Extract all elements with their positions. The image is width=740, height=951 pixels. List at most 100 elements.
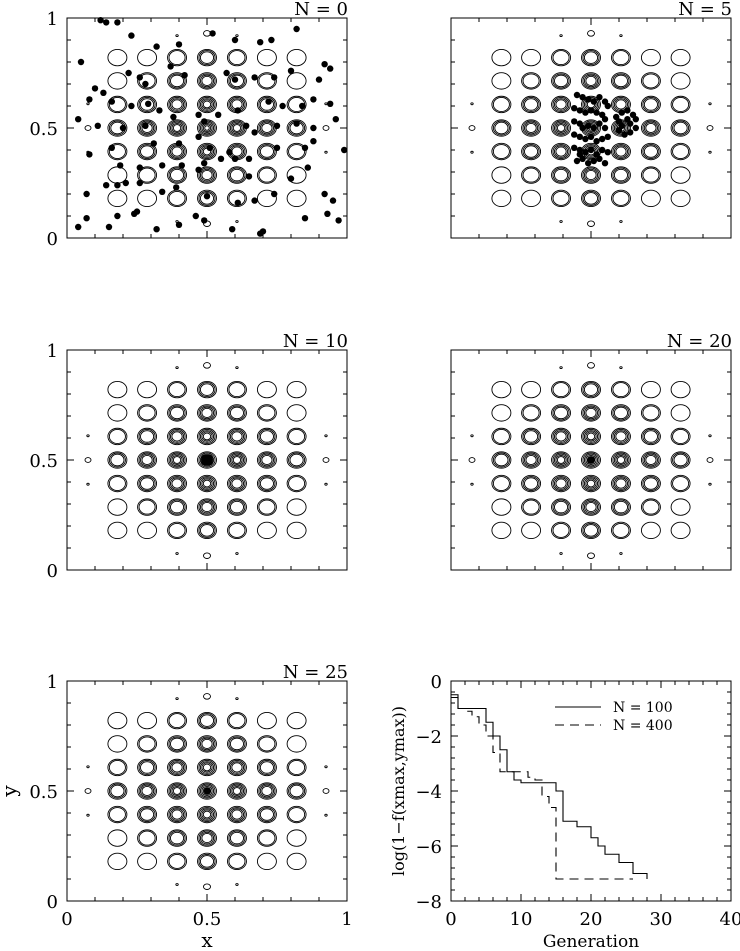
contour-ring (491, 142, 512, 161)
contour-ring (107, 189, 128, 208)
contour-ring (521, 119, 542, 137)
contour-ring (581, 166, 601, 184)
contour-ring (286, 474, 307, 493)
contour-ring (640, 404, 661, 422)
contour-ring (201, 75, 213, 86)
contour-ring (228, 405, 246, 421)
contour-ring (585, 502, 597, 513)
contour-ring (492, 144, 510, 159)
data-point (586, 457, 594, 464)
contour-ring (228, 499, 246, 515)
contour-ring (491, 189, 512, 208)
contour-ring (202, 479, 212, 488)
contour-ring (643, 430, 658, 443)
contour-ring (552, 429, 570, 444)
contour-ring-outer (324, 765, 328, 769)
contour-ring (552, 476, 570, 491)
data-point (122, 179, 129, 187)
x-axis-label: x (201, 928, 213, 951)
contour-ring (197, 474, 217, 493)
contour-ring (670, 380, 691, 399)
contour-ring (522, 144, 540, 159)
contour-ring (197, 404, 217, 422)
contour-ring (611, 189, 631, 208)
contour-ring (521, 427, 542, 446)
contour-ring (256, 142, 277, 161)
data-point (615, 127, 623, 134)
contour-ring (582, 382, 600, 398)
contour-ring (551, 48, 571, 67)
contour-ring (138, 736, 156, 752)
contour-ring-outer (84, 125, 92, 131)
contour-ring-outer (470, 150, 474, 154)
contour-ring (521, 142, 542, 161)
data-point (287, 175, 295, 182)
contour-ring (198, 167, 216, 183)
data-point (170, 113, 177, 121)
contour-ring (612, 499, 630, 515)
contour-ring (167, 166, 187, 184)
contour-ring (286, 142, 307, 161)
contour-ring (494, 121, 509, 135)
contour-ring (198, 50, 216, 66)
contour-ring (227, 852, 247, 871)
data-point (271, 190, 278, 198)
contour-ring (171, 785, 183, 797)
contour-ring (202, 763, 212, 772)
contour-ring (228, 783, 246, 799)
contour-ring (261, 122, 273, 134)
data-point (133, 208, 141, 215)
contour-ring (168, 405, 186, 421)
contour-ring (552, 382, 570, 398)
contour-ring (258, 405, 276, 421)
contour-ring (556, 456, 566, 464)
data-point (265, 98, 272, 105)
y-tick-label: 0.5 (29, 782, 58, 803)
contour-ring (227, 498, 247, 516)
contour-ring (286, 404, 307, 422)
contour-ring (640, 474, 661, 493)
contour-ring (612, 429, 630, 444)
contour-ring (615, 431, 627, 442)
data-point (621, 131, 628, 138)
contour-ring (525, 122, 537, 134)
contour-ring (138, 830, 156, 846)
contour-ring (256, 166, 277, 184)
data-point (136, 74, 143, 81)
contour-ring (171, 431, 183, 442)
contour-ring (258, 429, 276, 444)
contour-ring-outer (587, 220, 595, 227)
contour-ring (197, 48, 217, 67)
data-point (136, 164, 143, 171)
contour-ring (286, 498, 307, 516)
contour-ring (581, 404, 601, 422)
data-point (181, 72, 188, 79)
contour-ring (198, 736, 216, 752)
data-point (195, 133, 202, 140)
data-point (624, 107, 631, 114)
x-tick-label: 20 (580, 909, 603, 930)
contour-ring (199, 406, 215, 420)
data-point (257, 39, 264, 46)
contour-ring (198, 499, 216, 515)
contour-ring (198, 853, 216, 869)
data-point (175, 221, 183, 228)
data-point (596, 155, 603, 162)
contour-ring (673, 453, 688, 467)
data-point (627, 129, 634, 136)
contour-ring (611, 142, 631, 161)
contour-ring (231, 785, 243, 797)
data-point (327, 65, 334, 72)
contour-ring (582, 476, 600, 491)
data-point (209, 30, 216, 37)
contour-ring (138, 429, 156, 444)
contour-ring (612, 452, 630, 468)
contour-ring (198, 97, 216, 112)
contour-ring (138, 120, 156, 136)
contour-ring (555, 454, 567, 466)
contour-ring (670, 189, 691, 208)
contour-ring (107, 404, 128, 422)
contour-ring (140, 430, 155, 443)
contour-ring (552, 522, 570, 538)
data-point (229, 226, 236, 233)
